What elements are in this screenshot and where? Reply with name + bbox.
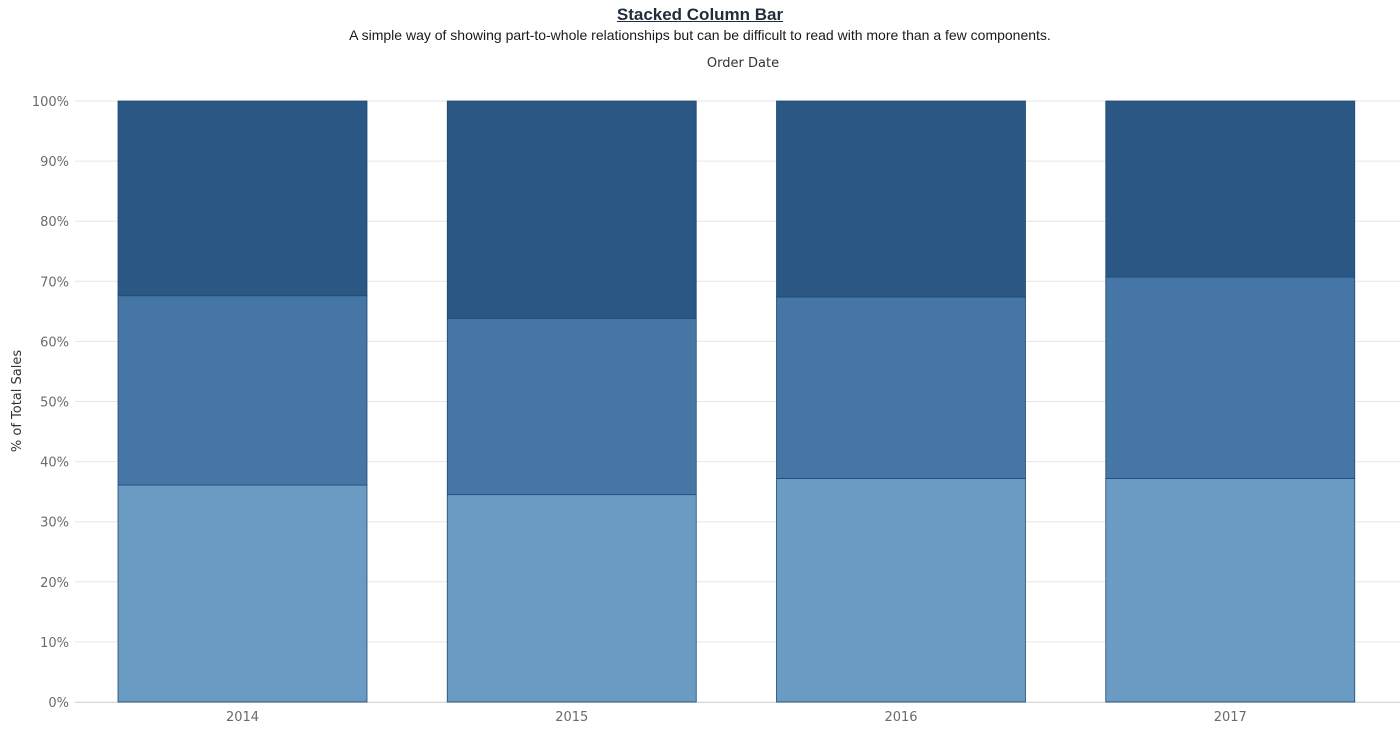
bar-segment [446, 494, 697, 703]
y-tick-label: 100% [32, 95, 69, 110]
bar-segment [446, 318, 697, 496]
y-tick-label: 40% [40, 456, 69, 471]
y-tick-label: 30% [40, 516, 69, 531]
bar-segment [117, 295, 368, 486]
y-tick-label: 70% [40, 275, 69, 290]
y-tick-label: 20% [40, 576, 69, 591]
y-tick-label: 10% [40, 636, 69, 651]
x-tick-label: 2017 [1214, 710, 1247, 725]
bar-segment [446, 100, 697, 319]
y-tick-label: 0% [48, 696, 69, 711]
x-axis-ticks: 2014 2015 2016 2017 [226, 710, 1247, 725]
x-tick-label: 2016 [884, 710, 917, 725]
bar-segment [776, 478, 1026, 703]
bar-segment [776, 296, 1026, 479]
y-axis-ticks: 0% 10% 20% 30% 40% 50% 60% 70% 80% 90% 100% [32, 95, 69, 711]
y-tick-label: 80% [40, 215, 69, 230]
bar-segment [776, 100, 1026, 298]
y-tick-label: 90% [40, 155, 69, 170]
chart-title: Stacked Column Bar [616, 5, 784, 24]
x-tick-label: 2015 [555, 710, 588, 725]
bars [117, 100, 1356, 703]
x-tick-label: 2014 [226, 710, 259, 725]
y-tick-label: 60% [40, 335, 69, 350]
bar-segment [117, 484, 368, 703]
x-axis-title: Order Date [707, 56, 779, 71]
bar-segment [1105, 100, 1356, 278]
y-tick-label: 50% [40, 396, 69, 411]
bar-segment [1105, 276, 1356, 479]
chart-subtitle: A simple way of showing part-to-whole re… [349, 27, 1051, 43]
bar-segment [1105, 478, 1356, 703]
bar-segment [117, 100, 368, 297]
y-axis-title: % of Total Sales [10, 350, 25, 452]
